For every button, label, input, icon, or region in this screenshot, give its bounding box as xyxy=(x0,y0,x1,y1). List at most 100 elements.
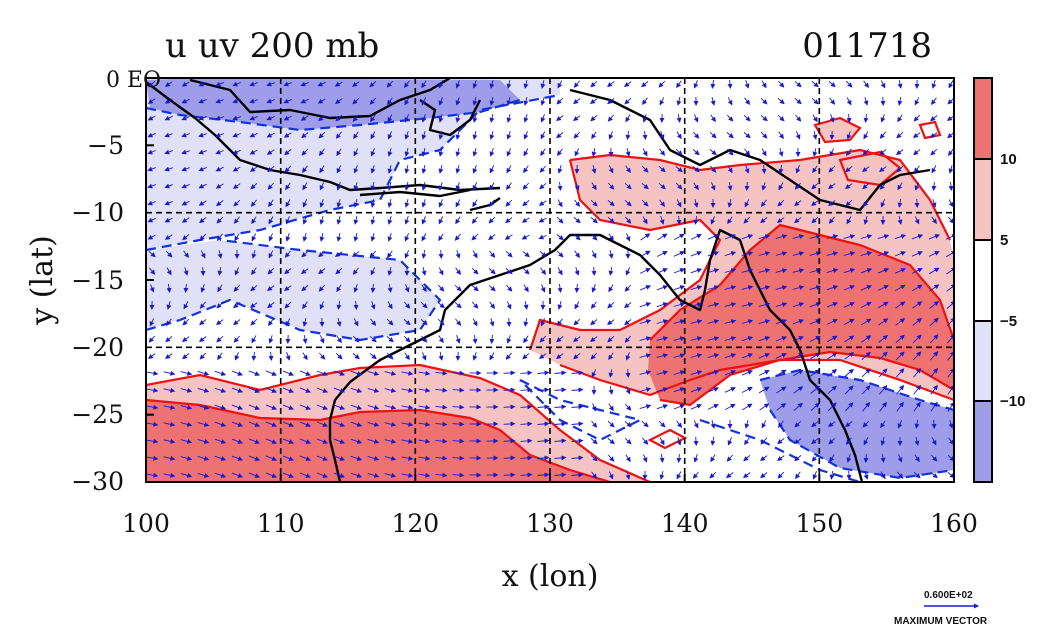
wind-vector-arrow xyxy=(792,319,805,325)
wind-vector-arrow xyxy=(724,234,737,240)
wind-vector-arrow xyxy=(284,149,292,156)
wind-vector-arrow xyxy=(693,198,699,208)
wind-vector-arrow xyxy=(404,80,410,88)
wind-vector-arrow xyxy=(455,80,461,89)
wind-vector-arrow xyxy=(489,352,495,361)
wind-vector-arrow xyxy=(624,200,632,207)
wind-vector-arrow xyxy=(266,149,275,155)
wind-vector-arrow xyxy=(214,455,227,461)
wind-vector-arrow xyxy=(726,114,734,122)
wind-vector-arrow xyxy=(163,370,176,376)
wind-vector-arrow xyxy=(846,131,852,140)
wind-vector-arrow xyxy=(673,251,685,257)
wind-vector-arrow xyxy=(777,98,785,105)
wind-vector-arrow xyxy=(336,335,342,344)
wind-vector-arrow xyxy=(251,216,257,225)
wind-vector-arrow xyxy=(418,370,431,376)
wind-vector-arrow xyxy=(146,455,159,461)
wind-vector-arrow xyxy=(384,438,397,444)
wind-vector-arrow xyxy=(505,199,513,207)
wind-vector-arrow xyxy=(538,353,547,359)
wind-vector-arrow xyxy=(231,370,244,376)
wind-vector-arrow xyxy=(639,404,652,410)
wind-vector-arrow xyxy=(607,182,615,190)
wind-vector-arrow xyxy=(181,166,190,172)
wind-vector-arrow xyxy=(775,319,788,325)
colorbar-band-5-10 xyxy=(974,159,992,240)
wind-vector-arrow xyxy=(931,79,937,89)
wind-vector-arrow xyxy=(690,336,703,342)
wind-vector-arrow xyxy=(931,165,937,174)
wind-vector-arrow xyxy=(231,438,244,444)
wind-vector-arrow xyxy=(947,148,954,156)
wind-vector-arrow xyxy=(913,384,922,395)
wind-vector-arrow xyxy=(625,352,631,361)
wind-vector-arrow xyxy=(180,455,193,461)
wind-vector-arrow xyxy=(248,421,261,427)
wind-vector-arrow xyxy=(759,403,770,411)
wind-vector-arrow xyxy=(147,234,156,240)
wind-vector-arrow xyxy=(164,115,173,121)
wind-vector-arrow xyxy=(707,285,720,290)
wind-vector-arrow xyxy=(556,132,564,139)
wind-vector-arrow xyxy=(761,420,767,429)
wind-vector-arrow xyxy=(877,268,890,274)
wind-vector-arrow xyxy=(624,421,632,428)
wind-vector-arrow xyxy=(148,251,156,258)
wind-vector-arrow xyxy=(574,199,581,207)
contour-positive-ne-patch xyxy=(647,116,942,450)
wind-vector-arrow xyxy=(777,438,785,445)
wind-vector-arrow xyxy=(557,165,563,174)
wind-vector-arrow xyxy=(863,131,869,140)
wind-vector-arrow xyxy=(302,165,308,173)
wind-vector-arrow xyxy=(421,80,427,89)
wind-vector-arrow xyxy=(437,284,445,292)
wind-vector-arrow xyxy=(880,454,886,463)
wind-vector-arrow xyxy=(676,80,682,89)
wind-vector-arrow xyxy=(301,250,309,258)
wind-vector-arrow xyxy=(181,98,190,104)
wind-vector-arrow xyxy=(149,284,155,293)
wind-vector-arrow xyxy=(844,385,854,395)
wind-vector-arrow xyxy=(537,370,550,376)
wind-vector-arrow xyxy=(843,285,856,291)
wind-vector-arrow xyxy=(471,301,479,309)
wind-vector-arrow xyxy=(540,114,546,123)
wind-vector-arrow xyxy=(149,318,155,327)
wind-vector-arrow xyxy=(522,251,530,258)
wind-vector-arrow xyxy=(285,216,291,225)
wind-vector-arrow xyxy=(642,130,648,140)
wind-vector-arrow xyxy=(471,233,479,241)
wind-vector-arrow xyxy=(319,215,325,225)
wind-vector-arrow xyxy=(877,285,889,291)
wind-vector-arrow xyxy=(573,131,581,139)
wind-vector-arrow xyxy=(590,454,598,462)
wind-vector-arrow xyxy=(710,182,716,191)
wind-vector-arrow xyxy=(760,437,768,445)
wind-vector-arrow xyxy=(809,336,821,342)
wind-vector-arrow xyxy=(435,387,448,393)
wind-vector-arrow xyxy=(590,199,598,207)
wind-vector-arrow xyxy=(809,234,822,240)
wind-vector-arrow xyxy=(845,148,852,156)
wind-vector-arrow xyxy=(420,319,428,326)
wind-vector-arrow xyxy=(215,81,224,87)
wind-vector-arrow xyxy=(896,384,905,395)
wind-vector-arrow xyxy=(897,182,903,191)
wind-vector-arrow xyxy=(861,351,871,360)
wind-vector-arrow xyxy=(895,368,905,378)
wind-vector-arrow xyxy=(607,301,615,309)
wind-vector-arrow xyxy=(232,149,241,155)
wind-vector-arrow xyxy=(285,182,291,191)
wind-vector-arrow xyxy=(197,387,210,393)
wind-vector-arrow xyxy=(930,97,937,105)
wind-vector-arrow xyxy=(353,284,359,293)
wind-vector-arrow xyxy=(775,336,788,342)
wind-vector-arrow xyxy=(370,114,376,123)
contour-negative-north xyxy=(146,93,561,252)
wind-vector-arrow xyxy=(299,455,312,461)
wind-vector-arrow xyxy=(537,421,550,427)
wind-vector-arrow xyxy=(438,352,444,361)
wind-vector-arrow xyxy=(181,149,190,155)
wind-vector-arrow xyxy=(522,182,530,190)
